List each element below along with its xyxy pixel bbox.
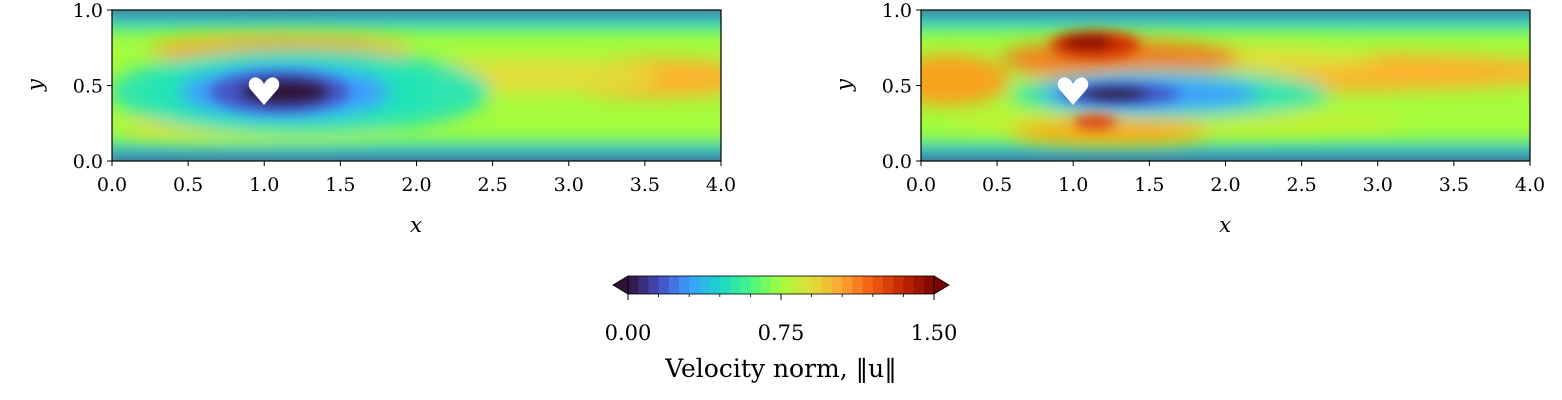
colorbar-ticks: 0.00 0.75 1.50 bbox=[605, 294, 958, 345]
colorbar-segment bbox=[750, 276, 762, 294]
right-panel: 0.0 0.5 1.0 1.5 2.0 2.5 3.0 3.5 4.0 0.00.51.0 x … bbox=[832, 0, 1545, 237]
left-velocity-field bbox=[112, 10, 721, 161]
right-x-axis: 0.0 0.5 1.0 1.5 2.0 2.5 3.0 3.5 4.0 bbox=[906, 161, 1545, 196]
right-x-tick-label: 1.5 bbox=[1134, 174, 1164, 196]
colorbar-segment bbox=[668, 276, 680, 294]
colorbar-tick-label: 0.00 bbox=[605, 321, 652, 345]
colorbar-segment bbox=[842, 276, 853, 294]
colorbar-segment bbox=[679, 276, 690, 294]
left-x-tick-label: 1.0 bbox=[249, 174, 279, 196]
right-y-tick-label: 0.5 bbox=[882, 76, 912, 98]
right-y-axis: 0.0 0.5 1.0 bbox=[882, 0, 921, 173]
colorbar-segment bbox=[811, 276, 823, 294]
colorbar-extend-high bbox=[933, 275, 950, 295]
colorbar-segment bbox=[883, 276, 894, 294]
left-x-tick-label: 3.0 bbox=[554, 174, 584, 196]
left-x-tick-label: 1.5 bbox=[325, 174, 355, 196]
colorbar-segment bbox=[740, 276, 751, 294]
left-y-tick-label: 0.5 bbox=[73, 76, 103, 98]
colorbar-extend-low bbox=[612, 275, 629, 295]
right-x-tick-label: 0.5 bbox=[982, 174, 1012, 196]
left-x-tick-label: 2.0 bbox=[401, 174, 431, 196]
colorbar-tick-label: 0.75 bbox=[758, 321, 805, 345]
colorbar-segments bbox=[628, 276, 935, 294]
left-panel: 0.0 0.5 1.0 1.5 2.0 2.5 3.0 3.5 4.0 0.00.51.0 x … bbox=[23, 0, 736, 237]
left-y-tick-label: 0.0 bbox=[73, 151, 103, 173]
colorbar-segment bbox=[791, 276, 802, 294]
colorbar-segment bbox=[801, 276, 813, 294]
colorbar-segment bbox=[893, 276, 904, 294]
left-x-tick-label: 2.5 bbox=[478, 174, 508, 196]
colorbar: 0.00 0.75 1.50 Velocity norm, ‖u‖ bbox=[605, 275, 958, 384]
right-x-tick-label: 1.0 bbox=[1058, 174, 1088, 196]
right-y-tick-label: 0.0 bbox=[882, 151, 912, 173]
right-x-tick-label: 2.0 bbox=[1210, 174, 1240, 196]
left-x-tick-label: 3.5 bbox=[630, 174, 660, 196]
colorbar-segment bbox=[781, 276, 792, 294]
right-y-tick-label: 1.0 bbox=[882, 0, 912, 22]
colorbar-segment bbox=[719, 276, 731, 294]
colorbar-label: Velocity norm, ‖u‖ bbox=[664, 354, 897, 384]
colorbar-segment bbox=[770, 276, 782, 294]
right-x-tick-label: 0.0 bbox=[906, 174, 936, 196]
colorbar-segment bbox=[862, 276, 874, 294]
colorbar-segment bbox=[913, 276, 925, 294]
left-x-tick-label: 0.0 bbox=[97, 174, 127, 196]
colorbar-segment bbox=[648, 276, 660, 294]
colorbar-segment bbox=[730, 276, 741, 294]
colorbar-segment bbox=[709, 276, 721, 294]
colorbar-segment bbox=[872, 276, 884, 294]
left-x-axis: 0.0 0.5 1.0 1.5 2.0 2.5 3.0 3.5 4.0 bbox=[97, 161, 736, 196]
right-x-tick-label: 3.5 bbox=[1439, 174, 1469, 196]
left-y-tick-label: 1.0 bbox=[73, 0, 103, 22]
left-y-axis-label: y bbox=[23, 78, 47, 92]
right-velocity-field bbox=[921, 10, 1530, 161]
left-y-axis: 0.0 0.5 1.0 bbox=[73, 0, 112, 173]
right-x-tick-label: 3.0 bbox=[1363, 174, 1393, 196]
colorbar-segment bbox=[699, 276, 711, 294]
left-x-tick-label: 0.5 bbox=[173, 174, 203, 196]
colorbar-tick-label: 1.50 bbox=[911, 321, 958, 345]
colorbar-segment bbox=[821, 276, 833, 294]
colorbar-segment bbox=[628, 276, 639, 294]
right-y-axis-label: y bbox=[832, 78, 856, 92]
left-x-tick-label: 4.0 bbox=[706, 174, 736, 196]
colorbar-segment bbox=[760, 276, 772, 294]
colorbar-segment bbox=[923, 276, 935, 294]
colorbar-segment bbox=[832, 276, 843, 294]
right-x-axis-label: x bbox=[1219, 213, 1231, 237]
colorbar-segment bbox=[852, 276, 864, 294]
left-x-axis-label: x bbox=[410, 213, 422, 237]
right-x-tick-label: 4.0 bbox=[1515, 174, 1545, 196]
colorbar-segment bbox=[689, 276, 700, 294]
colorbar-segment bbox=[903, 276, 915, 294]
colorbar-segment bbox=[658, 276, 670, 294]
right-x-tick-label: 2.5 bbox=[1287, 174, 1317, 196]
colorbar-segment bbox=[638, 276, 649, 294]
